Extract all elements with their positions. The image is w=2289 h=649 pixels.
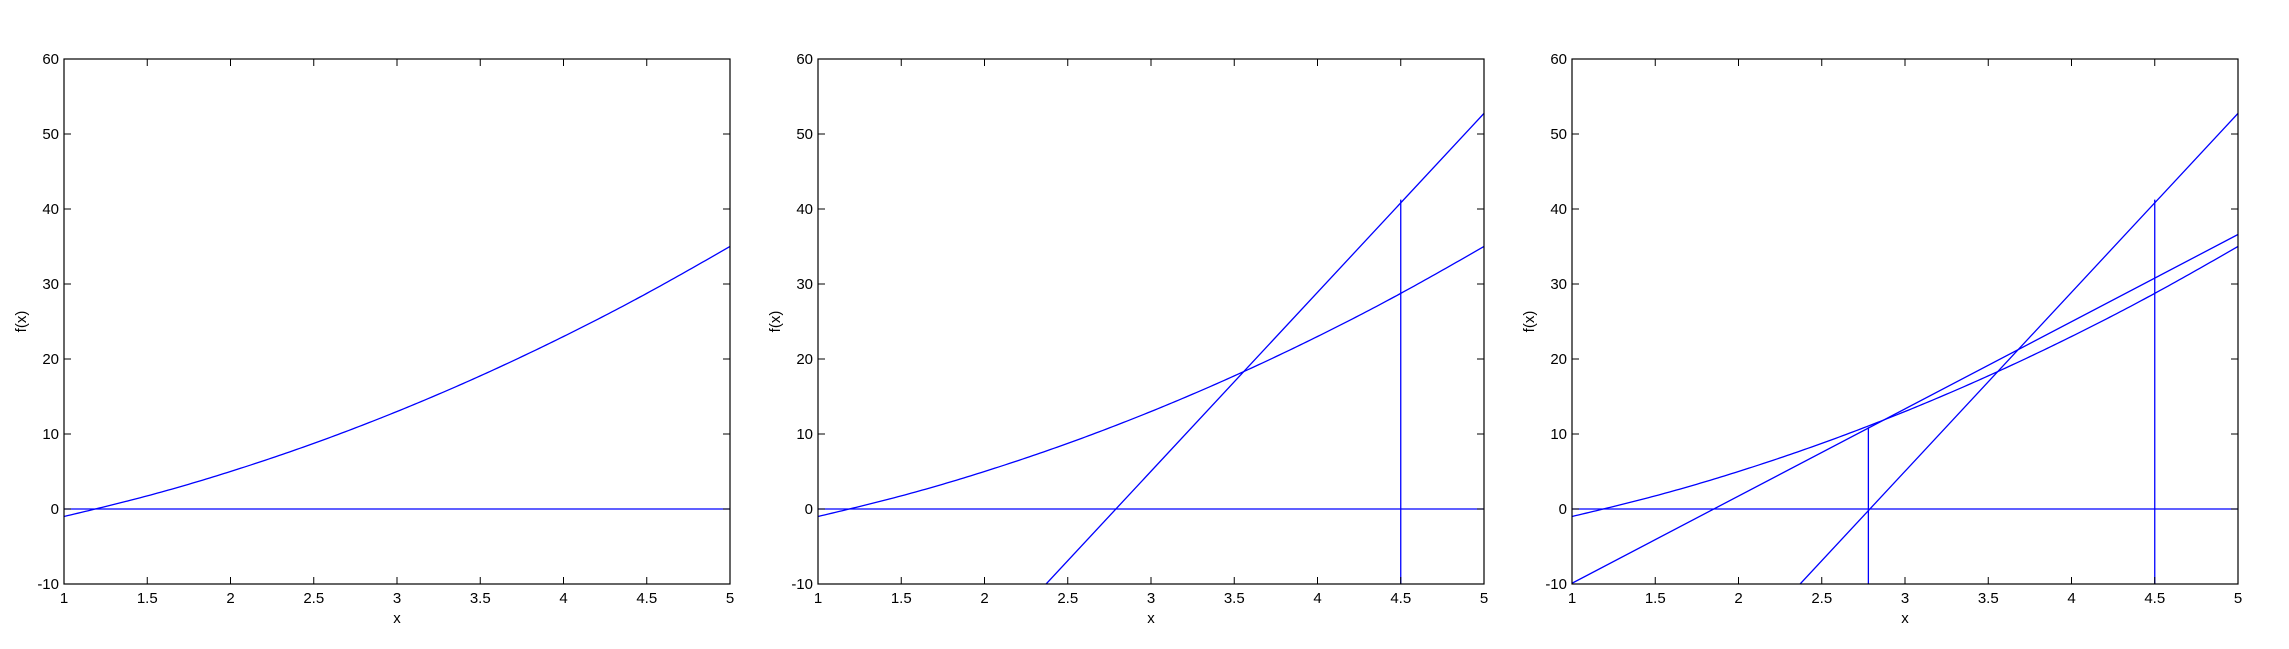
y-tick-label: -10 [1545,576,1567,593]
x-axis-label: x [1901,610,1909,627]
y-tick-label: 0 [805,501,813,518]
y-tick-label: -10 [37,576,59,593]
x-tick-label: 4.5 [636,590,657,607]
y-tick-label: 30 [42,276,59,293]
y-tick-label: 10 [42,426,59,443]
x-tick-label: 1.5 [891,590,912,607]
x-tick-label: 3 [1147,590,1155,607]
y-tick-label: 60 [42,51,59,68]
x-tick-label: 3.5 [1224,590,1245,607]
function-curve [1572,245,2238,518]
x-tick-label: 2.5 [1057,590,1078,607]
series-group [1572,112,2238,584]
chart-panel-2: 1 1.5 2 2.5 3 3.5 4 4.5 5 -10 0 10 20 30 40 50 60 x f(x) [767,51,1488,627]
x-tick-label: 5 [726,590,734,607]
plot-frame [1571,58,2239,585]
x-tick-label: 1.5 [137,590,158,607]
y-axis-label: f(x) [1521,311,1538,333]
x-tick-label: 3 [1901,590,1909,607]
y-tick-label: 10 [1550,426,1567,443]
x-tick-label: 4 [2067,590,2075,607]
function-curve [64,245,730,518]
y-tick-label: 0 [51,501,59,518]
x-axis-label: x [393,610,401,627]
y-tick-label: 20 [796,351,813,368]
x-tick-label: 2.5 [1811,590,1832,607]
y-tick-label: 30 [1550,276,1567,293]
x-tick-label: 1 [814,590,822,607]
y-tick-label: 0 [1559,501,1567,518]
series-group [818,112,1484,584]
line-segment-4 [1572,233,2238,584]
y-tick-label: 50 [1550,126,1567,143]
x-tick-label: 4 [559,590,567,607]
y-tick-label: -10 [791,576,813,593]
x-tick-label: 2 [1734,590,1742,607]
y-tick-label: 20 [42,351,59,368]
x-tick-label: 2 [226,590,234,607]
x-tick-label: 3.5 [470,590,491,607]
function-curve [818,245,1484,518]
x-tick-label: 5 [2234,590,2242,607]
y-tick-label: 50 [42,126,59,143]
chart-panel-3: 1 1.5 2 2.5 3 3.5 4 4.5 5 -10 0 10 20 30 40 50 60 x f(x) [1521,51,2242,627]
x-tick-label: 4.5 [1390,590,1411,607]
x-tick-label: 4.5 [2144,590,2165,607]
y-tick-label: 40 [42,201,59,218]
y-axis-label: f(x) [767,311,784,333]
y-tick-label: 20 [1550,351,1567,368]
line-segment-2 [1045,112,1484,584]
x-tick-label: 1 [1568,590,1576,607]
chart-panel-1: 1 1.5 2 2.5 3 3.5 4 4.5 5 -10 0 10 20 30 40 50 60 x f(x) [13,51,734,627]
y-tick-label: 40 [1550,201,1567,218]
x-tick-label: 3 [393,590,401,607]
x-axis-label: x [1147,610,1155,627]
y-tick-label: 40 [796,201,813,218]
y-tick-label: 50 [796,126,813,143]
x-tick-label: 4 [1313,590,1321,607]
series-group [64,245,730,518]
x-tick-label: 2.5 [303,590,324,607]
x-tick-label: 2 [980,590,988,607]
x-tick-label: 5 [1480,590,1488,607]
plot-frame [63,58,731,585]
y-tick-label: 10 [796,426,813,443]
plot-frame [817,58,1485,585]
y-tick-label: 60 [1550,51,1567,68]
x-tick-label: 1.5 [1645,590,1666,607]
y-tick-label: 30 [796,276,813,293]
x-tick-label: 3.5 [1978,590,1999,607]
y-tick-label: 60 [796,51,813,68]
y-axis-label: f(x) [13,311,30,333]
x-tick-label: 1 [60,590,68,607]
